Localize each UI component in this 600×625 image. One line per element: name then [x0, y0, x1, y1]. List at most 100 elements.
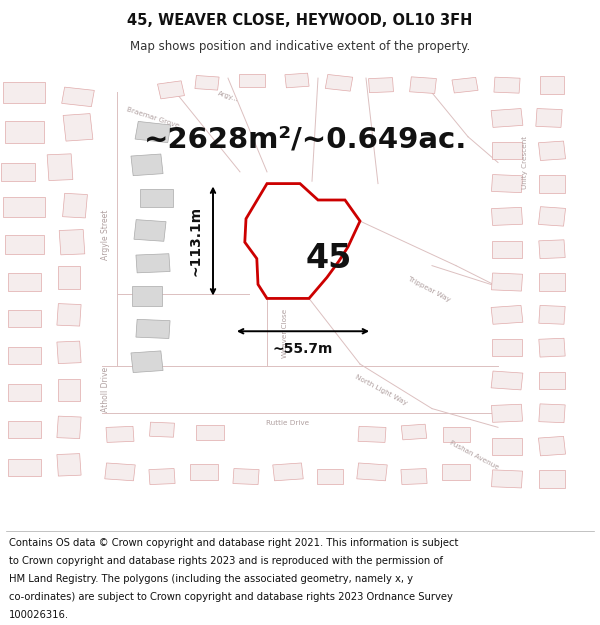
Polygon shape — [357, 463, 387, 481]
Polygon shape — [325, 74, 353, 91]
Text: ~55.7m: ~55.7m — [273, 341, 333, 356]
Text: Ruttie Drive: Ruttie Drive — [266, 419, 310, 426]
Polygon shape — [59, 229, 85, 255]
Polygon shape — [410, 77, 436, 94]
Text: Fushan Avenue: Fushan Avenue — [448, 440, 500, 471]
Polygon shape — [492, 339, 522, 356]
Polygon shape — [57, 454, 81, 476]
Polygon shape — [245, 184, 360, 298]
Polygon shape — [136, 319, 170, 339]
Polygon shape — [196, 424, 223, 439]
Polygon shape — [105, 463, 135, 481]
Text: Atholl Drive: Atholl Drive — [101, 368, 110, 413]
Polygon shape — [149, 469, 175, 484]
Polygon shape — [273, 463, 303, 481]
Text: Unity Crescent: Unity Crescent — [522, 136, 528, 189]
Polygon shape — [491, 306, 523, 324]
Text: Argy...: Argy... — [217, 91, 239, 103]
Polygon shape — [239, 74, 265, 87]
Polygon shape — [1, 163, 35, 181]
Polygon shape — [47, 154, 73, 181]
Polygon shape — [538, 207, 566, 226]
Polygon shape — [491, 174, 523, 192]
Polygon shape — [491, 371, 523, 390]
Polygon shape — [368, 78, 394, 92]
Polygon shape — [58, 379, 80, 401]
Polygon shape — [7, 459, 41, 476]
Polygon shape — [492, 438, 522, 454]
Polygon shape — [401, 469, 427, 484]
Polygon shape — [492, 241, 522, 258]
Polygon shape — [442, 464, 470, 480]
Polygon shape — [131, 351, 163, 372]
Polygon shape — [540, 76, 564, 94]
Polygon shape — [443, 427, 470, 442]
Text: HM Land Registry. The polygons (including the associated geometry, namely x, y: HM Land Registry. The polygons (includin… — [9, 574, 413, 584]
Text: North Light Way: North Light Way — [354, 374, 408, 406]
Polygon shape — [491, 404, 523, 422]
Text: Trippear Way: Trippear Way — [407, 276, 451, 302]
Polygon shape — [539, 306, 565, 324]
Polygon shape — [62, 193, 88, 218]
Polygon shape — [195, 76, 219, 90]
Polygon shape — [132, 286, 162, 306]
Text: to Crown copyright and database rights 2023 and is reproduced with the permissio: to Crown copyright and database rights 2… — [9, 556, 443, 566]
Polygon shape — [492, 142, 522, 159]
Polygon shape — [491, 208, 523, 226]
Polygon shape — [158, 81, 184, 99]
Polygon shape — [5, 235, 44, 254]
Polygon shape — [539, 404, 565, 422]
Polygon shape — [538, 141, 566, 161]
Text: Contains OS data © Crown copyright and database right 2021. This information is : Contains OS data © Crown copyright and d… — [9, 538, 458, 548]
Polygon shape — [233, 469, 259, 484]
Polygon shape — [491, 109, 523, 127]
Polygon shape — [539, 273, 565, 291]
Polygon shape — [58, 266, 80, 289]
Polygon shape — [358, 426, 386, 442]
Polygon shape — [57, 304, 81, 326]
Polygon shape — [62, 87, 94, 107]
Polygon shape — [494, 77, 520, 93]
Polygon shape — [538, 436, 566, 456]
Polygon shape — [539, 371, 565, 389]
Text: 100026316.: 100026316. — [9, 609, 69, 619]
Text: ~2628m²/~0.649ac.: ~2628m²/~0.649ac. — [144, 125, 467, 153]
Polygon shape — [285, 73, 309, 88]
Text: co-ordinates) are subject to Crown copyright and database rights 2023 Ordnance S: co-ordinates) are subject to Crown copyr… — [9, 592, 453, 602]
Polygon shape — [5, 121, 44, 142]
Polygon shape — [536, 109, 562, 127]
Text: ~113.1m: ~113.1m — [188, 206, 202, 276]
Text: 45: 45 — [305, 242, 352, 275]
Text: Weaver Close: Weaver Close — [282, 309, 288, 358]
Polygon shape — [539, 470, 565, 488]
Polygon shape — [149, 422, 175, 437]
Polygon shape — [539, 338, 565, 357]
Polygon shape — [3, 197, 45, 217]
Polygon shape — [135, 121, 171, 142]
Polygon shape — [491, 470, 523, 488]
Polygon shape — [7, 273, 41, 291]
Polygon shape — [139, 189, 173, 206]
Polygon shape — [63, 114, 93, 141]
Polygon shape — [539, 174, 565, 192]
Polygon shape — [7, 384, 41, 401]
Polygon shape — [7, 421, 41, 438]
Polygon shape — [190, 464, 218, 480]
Polygon shape — [7, 309, 41, 326]
Polygon shape — [401, 424, 427, 440]
Polygon shape — [136, 254, 170, 273]
Polygon shape — [317, 469, 343, 484]
Polygon shape — [106, 426, 134, 442]
Polygon shape — [491, 273, 523, 291]
Text: 45, WEAVER CLOSE, HEYWOOD, OL10 3FH: 45, WEAVER CLOSE, HEYWOOD, OL10 3FH — [127, 13, 473, 28]
Polygon shape — [57, 416, 81, 439]
Text: Map shows position and indicative extent of the property.: Map shows position and indicative extent… — [130, 41, 470, 53]
Polygon shape — [134, 219, 166, 241]
Polygon shape — [452, 78, 478, 93]
Polygon shape — [3, 82, 45, 102]
Text: Braemar Grove: Braemar Grove — [126, 107, 180, 129]
Text: Argyle Street: Argyle Street — [101, 210, 110, 261]
Polygon shape — [539, 240, 565, 259]
Polygon shape — [7, 348, 41, 364]
Polygon shape — [57, 341, 81, 364]
